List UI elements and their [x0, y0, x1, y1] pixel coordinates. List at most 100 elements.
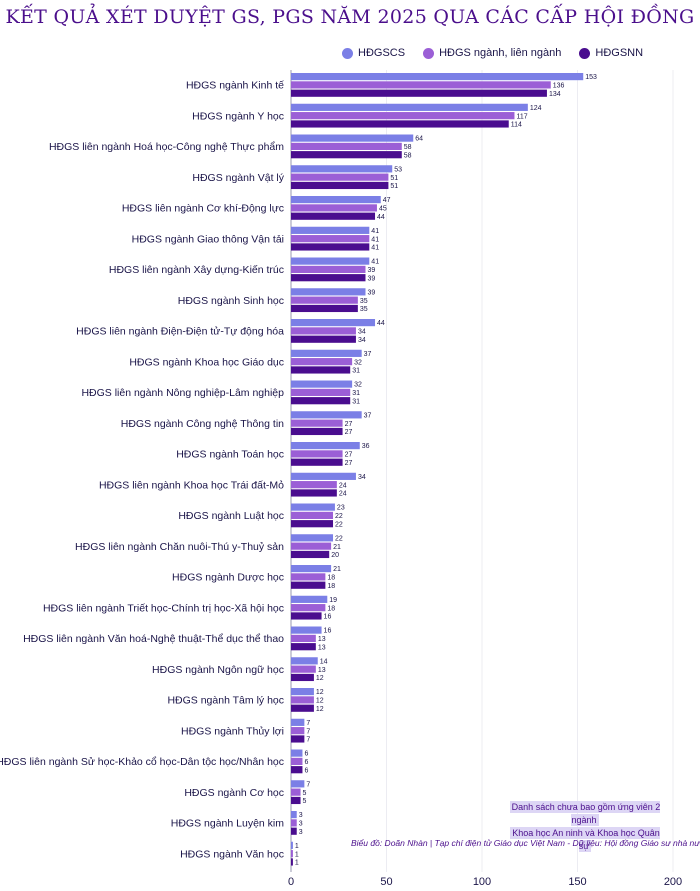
category-label: HĐGS liên ngành Xây dựng-Kiến trúc: [109, 264, 284, 276]
data-label: 35: [360, 298, 368, 305]
bar-3: [291, 181, 389, 190]
category-label: HĐGS liên ngành Khoa học Trái đất-Mỏ: [99, 479, 284, 491]
data-label: 36: [362, 443, 370, 450]
bar-1: [291, 534, 334, 542]
bar-1: [291, 103, 528, 111]
bar-2: [291, 388, 351, 396]
data-label: 31: [352, 368, 360, 375]
data-label: 16: [324, 614, 332, 621]
bar-2: [291, 419, 343, 427]
category-label: HĐGS ngành Luật học: [178, 510, 284, 522]
data-label: 7: [306, 737, 310, 744]
data-label: 32: [354, 382, 362, 389]
bar-2: [291, 173, 389, 181]
data-label: 18: [327, 605, 335, 612]
data-label: 27: [345, 460, 353, 467]
category-label: HĐGS ngành Khoa học Giáo dục: [129, 356, 284, 368]
bar-2: [291, 235, 370, 243]
data-label: 12: [316, 706, 324, 713]
bar-1: [291, 226, 370, 234]
legend-swatch-hdgscs: [342, 47, 353, 59]
bar-3: [291, 89, 547, 97]
bar-1: [291, 595, 328, 603]
data-label: 22: [335, 521, 343, 528]
bar-1: [291, 134, 414, 142]
bar-2: [291, 327, 356, 335]
data-label: 14: [320, 658, 328, 665]
data-label: 58: [404, 144, 412, 151]
bar-2: [291, 757, 303, 765]
data-label: 47: [383, 197, 391, 204]
legend-item-hdgs-nganh: HĐGS ngành, liên ngành: [423, 47, 561, 59]
legend-swatch-hdgsnn: [579, 47, 591, 59]
bar-3: [291, 673, 314, 682]
category-label: HĐGS ngành Thủy lợi: [181, 725, 284, 737]
data-label: 117: [516, 113, 527, 120]
legend: HĐGSCS HĐGS ngành, liên ngành HĐGSNN: [342, 47, 661, 59]
bar-1: [291, 841, 293, 849]
data-label: 6: [304, 751, 308, 758]
data-label: 13: [318, 636, 326, 643]
data-label: 58: [404, 152, 412, 159]
data-label: 27: [345, 452, 353, 459]
data-label: 44: [377, 214, 385, 221]
bar-1: [291, 319, 376, 327]
data-label: 12: [316, 675, 324, 682]
data-label: 39: [367, 267, 375, 274]
data-label: 1: [295, 860, 299, 867]
category-label: HĐGS ngành Giao thông Vận tải: [132, 233, 284, 245]
bar-3: [291, 704, 314, 712]
bar-2: [291, 604, 326, 612]
category-label: HĐGS ngành Kinh tế: [186, 80, 284, 92]
bar-3: [291, 458, 343, 466]
data-label: 12: [316, 698, 324, 705]
data-label: 19: [329, 597, 337, 604]
bar-2: [291, 573, 326, 581]
bar-2: [291, 265, 366, 273]
data-label: 7: [306, 781, 310, 788]
data-label: 6: [304, 759, 308, 766]
bar-3: [291, 274, 366, 282]
data-label: 41: [371, 228, 379, 235]
data-label: 27: [345, 421, 353, 428]
bar-2: [291, 511, 334, 519]
bar-2: [291, 665, 316, 673]
bar-1: [291, 165, 393, 173]
data-label: 21: [333, 566, 341, 573]
data-label: 24: [339, 482, 347, 489]
data-label: 3: [299, 829, 303, 836]
category-label: HĐGS ngành Tâm lý học: [167, 695, 284, 707]
bar-3: [291, 612, 322, 620]
legend-item-hdgsnn: HĐGSNN: [579, 47, 643, 59]
bar-2: [291, 296, 358, 304]
category-label: HĐGS ngành Văn học: [180, 848, 284, 860]
data-label: 22: [335, 535, 343, 542]
category-label: HĐGS ngành Ngôn ngữ học: [152, 664, 284, 676]
bar-2: [291, 481, 337, 489]
bar-3: [291, 796, 301, 805]
data-label: 18: [327, 583, 335, 590]
bar-3: [291, 335, 356, 343]
note-line-1: Danh sách chưa bao gồm ứng viên 2 ngành: [509, 801, 661, 826]
category-label: HĐGS ngành Y học: [192, 110, 284, 122]
data-label: 13: [318, 667, 326, 674]
legend-label-hdgs-nganh: HĐGS ngành, liên ngành: [439, 47, 562, 59]
data-label: 136: [553, 83, 565, 90]
source-credit: Biểu đồ: Doãn Nhàn | Tạp chí điện tử Giá…: [351, 838, 700, 848]
bar-1: [291, 565, 332, 573]
bar-1: [291, 811, 297, 819]
bar-1: [291, 257, 370, 265]
category-label: HĐGS ngành Dược học: [172, 572, 284, 584]
data-label: 124: [530, 105, 542, 112]
data-label: 34: [358, 474, 366, 481]
data-label: 39: [367, 275, 375, 282]
bar-2: [291, 204, 377, 212]
data-label: 41: [371, 236, 379, 243]
legend-item-hdgscs: HĐGSCS: [342, 47, 405, 59]
x-tick-label-0: 0: [288, 876, 294, 888]
bar-3: [291, 643, 316, 651]
category-label: HĐGS liên ngành Chăn nuôi-Thú y-Thuỷ sản: [75, 541, 284, 553]
category-label: HĐGS ngành Công nghệ Thông tin: [121, 418, 284, 430]
data-label: 37: [364, 351, 372, 358]
category-label: HĐGS liên ngành Triết học-Chính trị học-…: [43, 602, 284, 614]
